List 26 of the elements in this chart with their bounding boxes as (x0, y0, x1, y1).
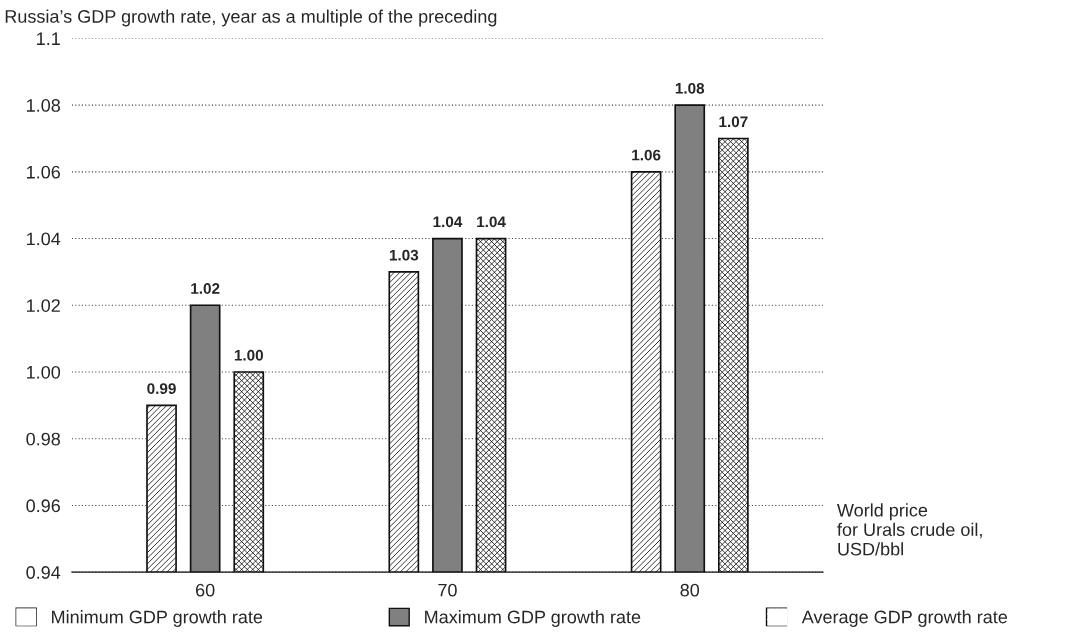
legend-label: Average GDP growth rate (801, 610, 1008, 627)
data-label: 1.00 (234, 349, 264, 361)
y-axis-title: Russia’s GDP growth rate, year as a multiple of the preceding (5, 9, 497, 27)
y-tick-label: 1.08 (27, 99, 60, 112)
y-tick-label: 0.94 (26, 566, 61, 579)
y-tick-label: 0.98 (26, 432, 60, 446)
data-label: 1.04 (477, 216, 506, 228)
data-label: 1.06 (632, 149, 661, 161)
y-tick-label: 0.96 (26, 499, 60, 513)
y-tick-label: 1.00 (27, 365, 61, 379)
legend-label: Minimum GDP growth rate (52, 610, 263, 627)
data-label: 0.99 (147, 383, 176, 395)
data-label: 1.04 (433, 216, 463, 228)
x-tick-label: 80 (680, 583, 700, 597)
data-label: 1.07 (719, 116, 748, 128)
y-tick-label: 1.02 (27, 299, 60, 312)
legend-label: Maximum GDP growth rate (425, 610, 641, 627)
x-axis-title: World price for Urals crude oil, USD/bbl (837, 503, 982, 556)
data-label: 1.02 (191, 283, 220, 294)
x-tick-label: 60 (196, 583, 215, 597)
data-label: 1.03 (389, 249, 419, 261)
data-label: 1.08 (675, 82, 705, 94)
x-tick-label: 70 (438, 583, 457, 597)
y-tick-label: 1.04 (27, 232, 61, 246)
y-tick-label: 1.1 (37, 32, 60, 45)
y-tick-label: 1.06 (27, 165, 60, 179)
